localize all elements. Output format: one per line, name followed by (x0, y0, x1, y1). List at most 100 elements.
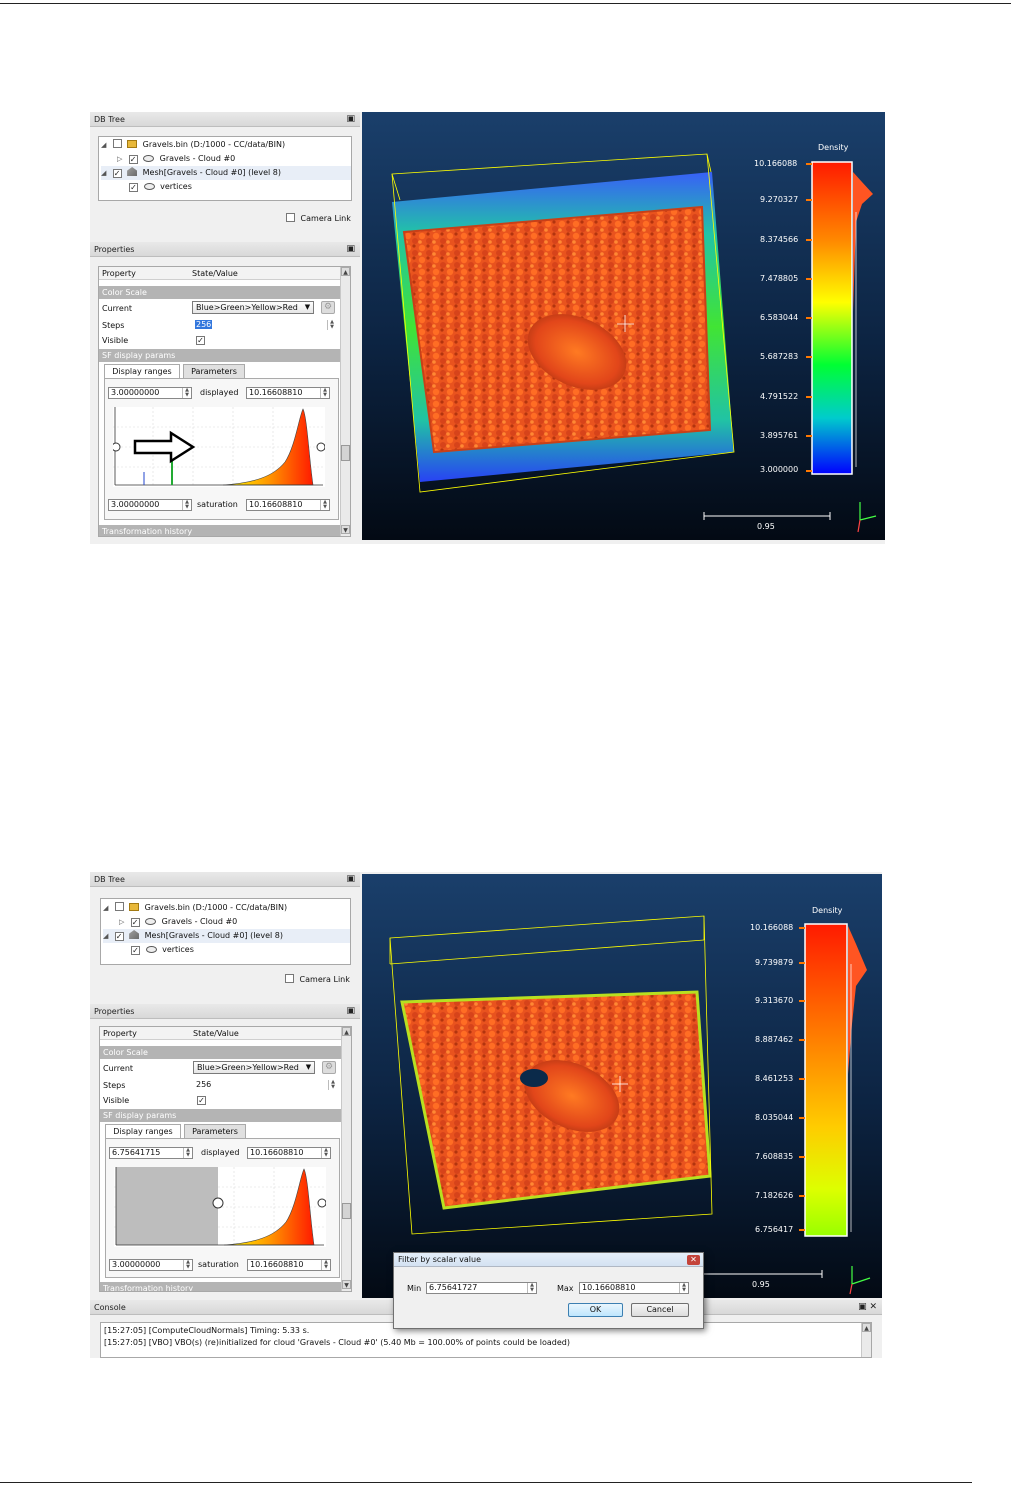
tree-checkbox[interactable]: ✓ (130, 918, 140, 927)
max-value-spinbox[interactable]: 10.16608810 ▲ ▼ (579, 1282, 689, 1294)
tree-item-label: vertices (160, 182, 192, 191)
scroll-down-icon[interactable]: ▼ (341, 525, 350, 534)
saturation-min-spinbox[interactable]: 3.00000000 ▲ ▼ (108, 499, 192, 511)
scale-tick-label: 9.313670 (755, 996, 794, 1005)
color-scale-bar (804, 923, 848, 1237)
camera-link-toggle[interactable]: Camera Link (286, 213, 351, 223)
max-slider-handle[interactable] (316, 442, 325, 452)
undock-icon[interactable]: ▣ (346, 874, 355, 884)
scale-ticks (806, 163, 812, 472)
spin-arrows-icon[interactable]: ▲ ▼ (183, 1148, 192, 1158)
properties-scrollbar[interactable]: ▲ ▼ (341, 1027, 351, 1291)
camera-link-toggle[interactable]: Camera Link (285, 974, 350, 984)
spin-arrows-icon[interactable]: ▲ ▼ (328, 1080, 337, 1090)
histogram[interactable] (113, 407, 325, 487)
collapse-arrow-icon[interactable]: ◢ (101, 141, 107, 149)
tree-item-vertices[interactable]: ✓ vertices (129, 180, 192, 194)
tree-checkbox[interactable]: ✓ (131, 946, 140, 955)
3d-view[interactable]: Density 10.166088 9.739879 9.313670 8.88… (362, 874, 882, 1298)
max-slider-handle[interactable] (317, 1198, 326, 1208)
tree-checkbox[interactable]: ✓ (129, 183, 138, 192)
color-scale-value: Blue>Green>Yellow>Red (197, 1063, 299, 1072)
scroll-up-icon[interactable]: ▲ (862, 1323, 871, 1332)
3d-view[interactable]: Density 10.166088 9.270327 8.374566 7.47… (362, 112, 885, 540)
camera-link-checkbox[interactable] (285, 974, 294, 983)
undock-icon[interactable]: ▣ (346, 244, 355, 254)
steps-spinbox[interactable]: 256 ▲ ▼ (193, 1079, 338, 1091)
tree-item-vertices[interactable]: ✓ vertices (131, 943, 194, 957)
visible-checkbox[interactable]: ✓ (197, 1096, 206, 1105)
steps-label: Steps (102, 321, 125, 330)
tree-checkbox[interactable]: ✓ (128, 155, 138, 164)
expand-arrow-icon[interactable]: ▷ (117, 155, 123, 163)
histogram[interactable] (114, 1167, 326, 1247)
spin-arrows-icon[interactable]: ▲ ▼ (183, 1260, 192, 1270)
spin-arrows-icon[interactable]: ▲ ▼ (321, 1148, 330, 1158)
properties-scrollbar[interactable]: ▲ ▼ (340, 267, 350, 536)
cancel-button[interactable]: Cancel (631, 1303, 689, 1317)
saturation-max-value: 10.16608810 (249, 500, 303, 509)
tree-item-gravels-bin[interactable]: ◢ Gravels.bin (D:/1000 - CC/data/BIN) (103, 901, 287, 915)
displayed-min-spinbox[interactable]: 6.75641715 ▲ ▼ (109, 1147, 193, 1159)
ok-button[interactable]: OK (568, 1303, 623, 1317)
expand-arrow-icon[interactable]: ▷ (119, 918, 125, 926)
undock-icon[interactable]: ▣ (346, 114, 355, 124)
close-icon[interactable]: ✕ (687, 1255, 700, 1265)
scroll-thumb[interactable] (342, 1203, 351, 1219)
spin-arrows-icon[interactable]: ▲ ▼ (182, 500, 191, 510)
scroll-up-icon[interactable]: ▲ (341, 267, 350, 276)
saturation-min-value: 3.00000000 (111, 500, 160, 509)
steps-spinbox[interactable]: 256 ▲ ▼ (192, 319, 337, 331)
visible-checkbox[interactable]: ✓ (196, 336, 205, 345)
spin-arrows-icon[interactable]: ▲ ▼ (679, 1283, 688, 1293)
saturation-max-spinbox[interactable]: 10.16608810 ▲ ▼ (247, 1259, 331, 1271)
tab-display-ranges[interactable]: Display ranges (104, 364, 180, 378)
hidden-range-overlay (116, 1167, 218, 1245)
scroll-thumb[interactable] (341, 445, 350, 461)
tree-item-mesh[interactable]: ◢ ✓ Mesh[Gravels - Cloud #0] (level 8) (101, 166, 351, 180)
saturation-min-spinbox[interactable]: 3.00000000 ▲ ▼ (109, 1259, 193, 1271)
console-scrollbar[interactable]: ▲ (861, 1323, 871, 1357)
camera-link-checkbox[interactable] (286, 213, 295, 222)
min-label: Min (407, 1284, 422, 1293)
min-value-spinbox[interactable]: 6.75641727 ▲ ▼ (426, 1282, 537, 1294)
spin-arrows-icon[interactable]: ▲ ▼ (321, 1260, 330, 1270)
collapse-arrow-icon[interactable]: ◢ (103, 904, 109, 912)
spin-arrows-icon[interactable]: ▲ ▼ (182, 388, 191, 398)
tree-checkbox[interactable] (114, 902, 124, 911)
scroll-down-icon[interactable]: ▼ (342, 1280, 351, 1289)
tab-display-ranges[interactable]: Display ranges (105, 1124, 181, 1138)
axis-triad-icon (857, 502, 877, 533)
spin-arrows-icon[interactable]: ▲ ▼ (320, 500, 329, 510)
tree-item-gravels-bin[interactable]: ◢ Gravels.bin (D:/1000 - CC/data/BIN) (101, 138, 285, 152)
tree-item-mesh[interactable]: ◢ ✓ Mesh[Gravels - Cloud #0] (level 8) (103, 929, 350, 943)
collapse-arrow-icon[interactable]: ◢ (101, 169, 107, 177)
tree-item-cloud[interactable]: ▷ ✓ Gravels - Cloud #0 (119, 915, 237, 929)
3d-view-render (391, 153, 877, 533)
color-scale-editor-icon[interactable]: ⚙ (321, 301, 335, 314)
min-slider-handle[interactable] (113, 442, 121, 452)
tab-parameters[interactable]: Parameters (184, 1124, 246, 1138)
color-scale-select[interactable]: Blue>Green>Yellow>Red ▼ (192, 301, 314, 314)
collapse-arrow-icon[interactable]: ◢ (103, 932, 109, 940)
tab-parameters[interactable]: Parameters (183, 364, 245, 378)
undock-icon[interactable]: ▣ (346, 1006, 355, 1016)
tree-checkbox[interactable] (112, 139, 122, 148)
color-scale-select[interactable]: Blue>Green>Yellow>Red ▼ (193, 1061, 315, 1074)
spin-arrows-icon[interactable]: ▲ ▼ (320, 388, 329, 398)
saturation-max-spinbox[interactable]: 10.16608810 ▲ ▼ (246, 499, 330, 511)
spin-arrows-icon[interactable]: ▲ ▼ (327, 320, 336, 330)
property-column-header: Property (102, 269, 136, 278)
displayed-min-value: 3.00000000 (111, 388, 160, 397)
spin-arrows-icon[interactable]: ▲ ▼ (527, 1283, 536, 1293)
undock-close-icon[interactable]: ▣ ✕ (858, 1302, 877, 1312)
displayed-min-spinbox[interactable]: 3.00000000 ▲ ▼ (108, 387, 192, 399)
tree-checkbox[interactable]: ✓ (114, 932, 124, 941)
scroll-up-icon[interactable]: ▲ (342, 1027, 351, 1036)
displayed-max-spinbox[interactable]: 10.16608810 ▲ ▼ (247, 1147, 331, 1159)
min-slider-handle[interactable] (212, 1197, 224, 1209)
tree-item-cloud[interactable]: ▷ ✓ Gravels - Cloud #0 (117, 152, 235, 166)
displayed-max-spinbox[interactable]: 10.16608810 ▲ ▼ (246, 387, 330, 399)
color-scale-editor-icon[interactable]: ⚙ (322, 1061, 336, 1074)
tree-checkbox[interactable]: ✓ (112, 169, 122, 178)
